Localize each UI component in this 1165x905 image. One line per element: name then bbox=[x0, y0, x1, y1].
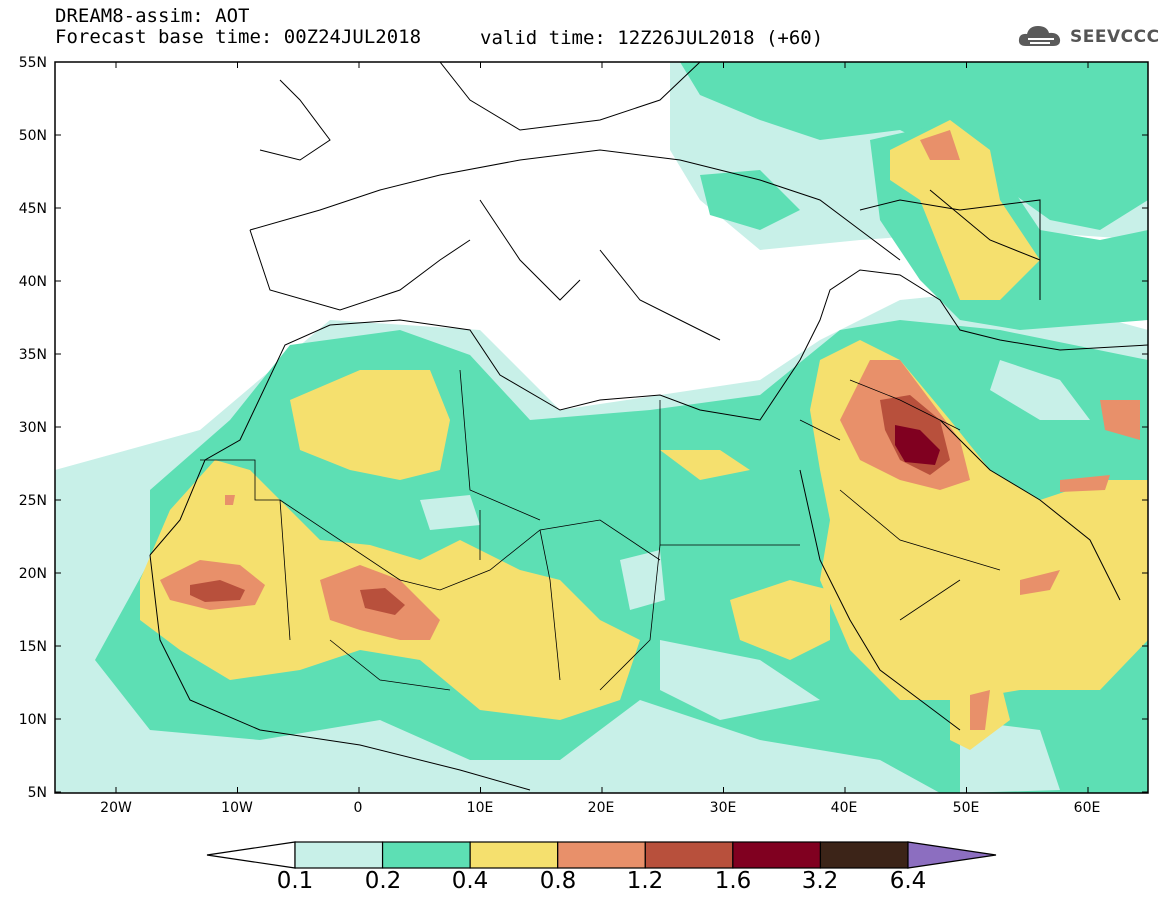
coastlines bbox=[149, 62, 1148, 791]
colorbar-tick-label: 0.2 bbox=[364, 868, 402, 894]
colorbar-tick-label: 0.8 bbox=[539, 868, 577, 894]
lon-label: 50E bbox=[952, 800, 980, 816]
lon-label: 30E bbox=[709, 800, 737, 816]
lon-label: 10E bbox=[466, 800, 494, 816]
lon-label: 40E bbox=[830, 800, 858, 816]
valid-time: valid time: 12Z26JUL2018 (+60) bbox=[480, 27, 824, 49]
lon-label: 20W bbox=[100, 800, 132, 816]
lat-label: 20N bbox=[18, 566, 47, 582]
lat-label: 40N bbox=[18, 274, 47, 290]
axis-ticks bbox=[55, 61, 1148, 793]
lat-label: 30N bbox=[18, 420, 47, 436]
aot-level-1.6 bbox=[895, 425, 940, 465]
lat-label: 10N bbox=[18, 712, 47, 728]
lat-label: 15N bbox=[18, 639, 47, 655]
colorbar-tick-label: 0.4 bbox=[451, 868, 489, 894]
lat-label: 25N bbox=[18, 493, 47, 509]
colorbar-tick-label: 0.1 bbox=[276, 868, 314, 894]
borders bbox=[200, 369, 1001, 691]
lat-label: 45N bbox=[18, 201, 47, 217]
cloud-icon bbox=[1018, 26, 1061, 46]
colorbar-tick-label: 6.4 bbox=[889, 868, 927, 894]
forecast-base-time: Forecast base time: 00Z24JUL2018 bbox=[55, 26, 422, 48]
lon-label: 0 bbox=[353, 800, 363, 816]
lat-label: 5N bbox=[27, 785, 47, 801]
lat-label: 55N bbox=[18, 55, 47, 71]
lat-label: 35N bbox=[18, 347, 47, 363]
colorbar-tick-label: 3.2 bbox=[801, 868, 839, 894]
seevccc-logo: SEEVCCC bbox=[1016, 22, 1160, 52]
colorbar-tick-label: 1.2 bbox=[626, 868, 664, 894]
map-title: DREAM8-assim: AOT bbox=[55, 5, 250, 27]
lon-label: 10W bbox=[221, 800, 253, 816]
logo-text: SEEVCCC bbox=[1070, 27, 1160, 47]
lat-label: 50N bbox=[18, 128, 47, 144]
lon-label: 20E bbox=[587, 800, 615, 816]
colorbar-tick-label: 1.6 bbox=[714, 868, 752, 894]
lon-label: 60E bbox=[1073, 800, 1101, 816]
